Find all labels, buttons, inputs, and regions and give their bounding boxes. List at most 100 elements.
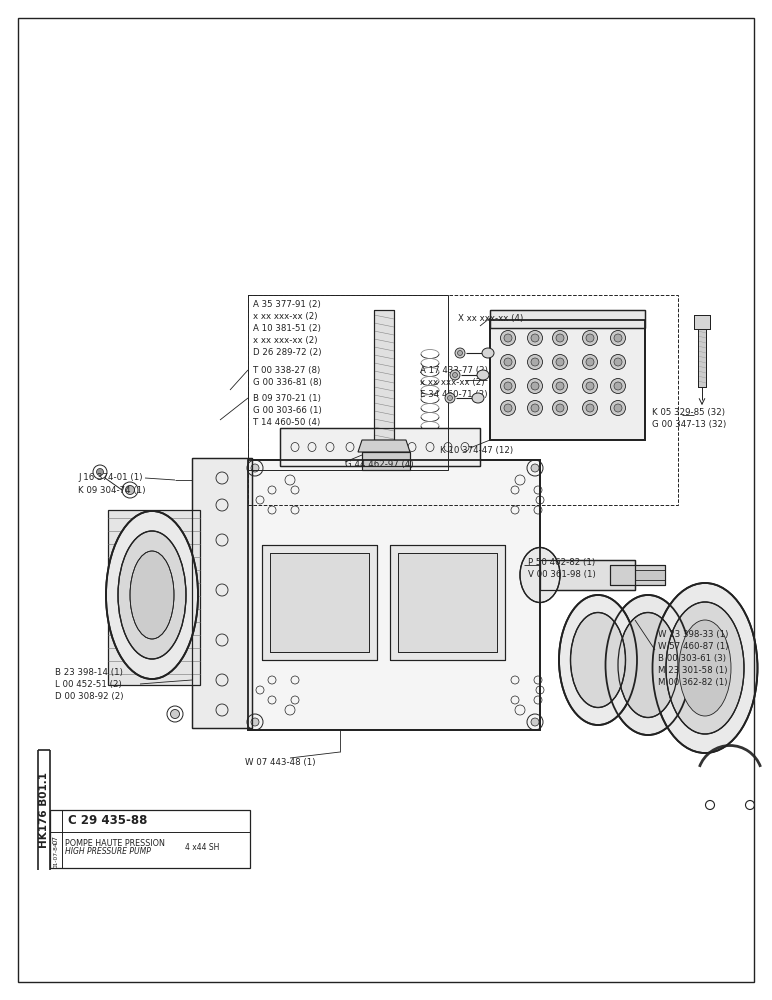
Text: G 00 347-13 (32): G 00 347-13 (32) xyxy=(652,420,726,428)
Text: POMPE HAUTE PRESSION: POMPE HAUTE PRESSION xyxy=(65,838,165,848)
Text: T 14 460-50 (4): T 14 460-50 (4) xyxy=(253,418,320,426)
Bar xyxy=(248,295,448,470)
Ellipse shape xyxy=(614,334,622,342)
Bar xyxy=(490,310,645,328)
Ellipse shape xyxy=(586,358,594,366)
Ellipse shape xyxy=(126,486,134,494)
Bar xyxy=(694,315,710,329)
Ellipse shape xyxy=(556,404,564,412)
Ellipse shape xyxy=(500,330,516,346)
Ellipse shape xyxy=(583,330,598,346)
Ellipse shape xyxy=(531,358,539,366)
Ellipse shape xyxy=(553,378,567,393)
Ellipse shape xyxy=(652,583,757,753)
Bar xyxy=(374,310,394,440)
Ellipse shape xyxy=(500,378,516,393)
Ellipse shape xyxy=(472,393,484,403)
Text: K 10 374-47 (12): K 10 374-47 (12) xyxy=(440,446,513,454)
Bar xyxy=(698,329,706,387)
Text: x xx xxx-xx (2): x xx xxx-xx (2) xyxy=(253,336,317,346)
Ellipse shape xyxy=(611,400,625,416)
Ellipse shape xyxy=(611,330,625,346)
Text: K 05 329-85 (32): K 05 329-85 (32) xyxy=(652,408,725,416)
Text: D 26 289-72 (2): D 26 289-72 (2) xyxy=(253,349,321,358)
Ellipse shape xyxy=(251,718,259,726)
Ellipse shape xyxy=(130,551,174,639)
Ellipse shape xyxy=(520,548,560,602)
Ellipse shape xyxy=(96,468,103,476)
Bar xyxy=(490,320,645,440)
Text: M 00 362-82 (1): M 00 362-82 (1) xyxy=(658,678,727,686)
Text: A 10 381-51 (2): A 10 381-51 (2) xyxy=(253,324,321,334)
Bar xyxy=(540,560,635,590)
Ellipse shape xyxy=(106,511,198,679)
Ellipse shape xyxy=(679,620,731,716)
Ellipse shape xyxy=(531,464,539,472)
Text: J 16 374-01 (1): J 16 374-01 (1) xyxy=(78,474,143,483)
Bar xyxy=(540,560,635,590)
Ellipse shape xyxy=(448,395,452,400)
Bar xyxy=(398,553,497,652)
Ellipse shape xyxy=(482,348,494,358)
Text: 01-07-84: 01-07-84 xyxy=(53,842,59,868)
Text: W 07 443-48 (1): W 07 443-48 (1) xyxy=(245,758,316,766)
Bar xyxy=(248,460,540,730)
Text: HIGH PRESSURE PUMP: HIGH PRESSURE PUMP xyxy=(65,848,151,856)
Ellipse shape xyxy=(452,372,458,377)
Ellipse shape xyxy=(614,382,622,390)
Ellipse shape xyxy=(531,718,539,726)
Text: G 00 303-66 (1): G 00 303-66 (1) xyxy=(253,406,322,414)
Bar xyxy=(248,460,540,730)
Ellipse shape xyxy=(527,330,543,346)
Ellipse shape xyxy=(531,404,539,412)
Ellipse shape xyxy=(251,464,259,472)
Text: A 35 377-91 (2): A 35 377-91 (2) xyxy=(253,300,320,310)
Bar xyxy=(490,310,645,328)
Ellipse shape xyxy=(477,370,489,380)
Ellipse shape xyxy=(559,595,637,725)
Text: P 50 462-82 (1): P 50 462-82 (1) xyxy=(528,558,595,566)
Bar xyxy=(262,545,377,660)
Bar xyxy=(50,810,250,868)
Text: V 00 361-98 (1): V 00 361-98 (1) xyxy=(528,570,596,578)
Polygon shape xyxy=(358,440,410,452)
Ellipse shape xyxy=(553,400,567,416)
Ellipse shape xyxy=(571,612,625,708)
Text: 07: 07 xyxy=(53,836,59,844)
Text: E 34 460-71 (2): E 34 460-71 (2) xyxy=(420,389,487,398)
Text: B 09 370-21 (1): B 09 370-21 (1) xyxy=(253,393,321,402)
Bar xyxy=(610,565,665,585)
Ellipse shape xyxy=(583,378,598,393)
Ellipse shape xyxy=(583,400,598,416)
Ellipse shape xyxy=(531,382,539,390)
Ellipse shape xyxy=(586,382,594,390)
Ellipse shape xyxy=(605,595,690,735)
Ellipse shape xyxy=(618,612,678,718)
Ellipse shape xyxy=(611,378,625,393)
Bar xyxy=(248,295,678,505)
Bar xyxy=(108,510,200,685)
Bar xyxy=(362,452,410,470)
Text: G 44 462-97 (4): G 44 462-97 (4) xyxy=(345,460,414,470)
Text: L 00 452-51 (2): L 00 452-51 (2) xyxy=(55,680,122,688)
Ellipse shape xyxy=(556,358,564,366)
Text: 4 x44 SH: 4 x44 SH xyxy=(185,844,219,852)
Bar xyxy=(610,565,665,585)
Ellipse shape xyxy=(504,358,512,366)
Text: HK176 B01.1: HK176 B01.1 xyxy=(39,772,49,848)
Bar xyxy=(490,320,645,440)
Text: M 23 301-58 (1): M 23 301-58 (1) xyxy=(658,666,727,674)
Text: B 00 303-61 (3): B 00 303-61 (3) xyxy=(658,654,726,662)
Ellipse shape xyxy=(553,355,567,369)
Bar xyxy=(262,545,377,660)
Text: G 00 336-81 (8): G 00 336-81 (8) xyxy=(253,377,322,386)
Ellipse shape xyxy=(556,382,564,390)
Ellipse shape xyxy=(450,370,460,380)
Ellipse shape xyxy=(556,334,564,342)
Ellipse shape xyxy=(504,334,512,342)
Bar xyxy=(698,329,706,387)
Bar xyxy=(390,545,505,660)
Bar xyxy=(280,428,480,466)
Text: D 00 308-92 (2): D 00 308-92 (2) xyxy=(55,692,124,700)
Ellipse shape xyxy=(500,355,516,369)
